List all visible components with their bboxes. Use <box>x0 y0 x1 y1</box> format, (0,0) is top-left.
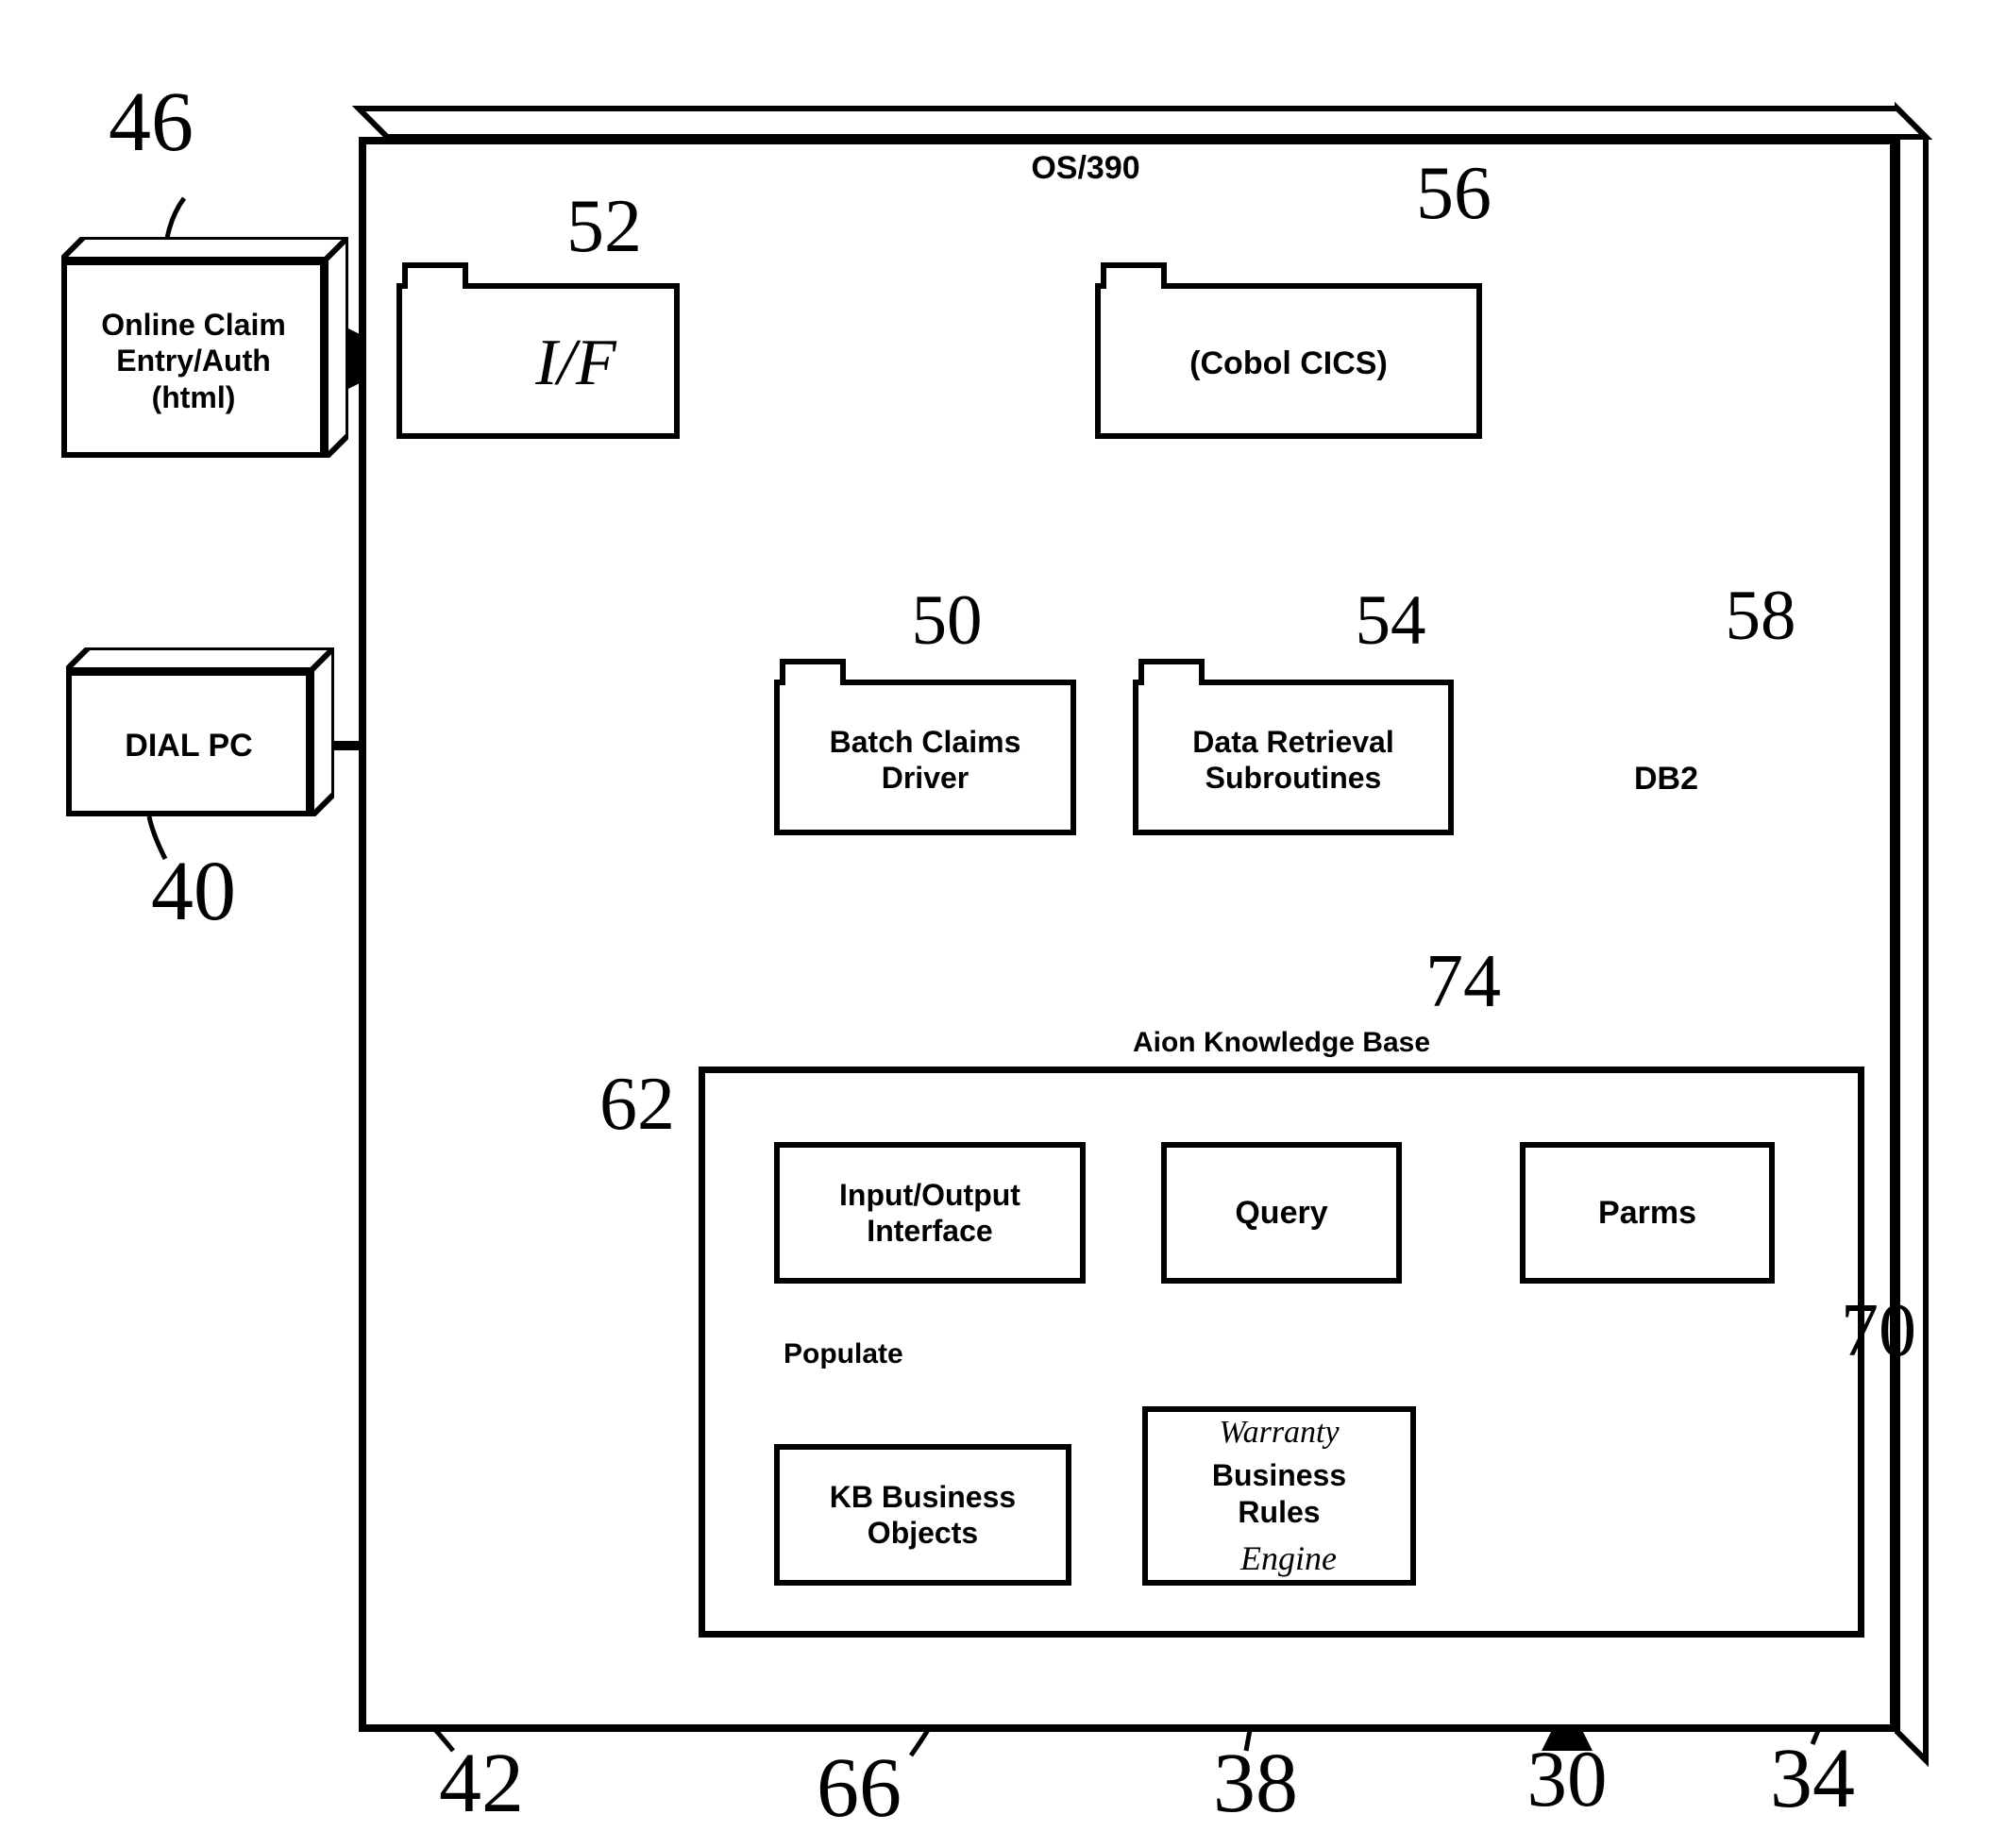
business-rules-label: Business Rules <box>1147 1449 1411 1538</box>
ref-66: 66 <box>798 1741 920 1836</box>
os390-title: OS/390 <box>944 149 1227 187</box>
db2-label: DB2 <box>1586 750 1746 807</box>
dial-pc-label: DIAL PC <box>71 694 307 798</box>
ref-58: 58 <box>1709 580 1812 651</box>
cobol-label: (Cobol CICS) <box>1100 297 1477 429</box>
data-retrieval-label: Data Retrieval Subroutines <box>1138 694 1449 826</box>
kb-objects-label: KB Business Objects <box>779 1458 1067 1571</box>
engine-overlay: Engine <box>1180 1540 1397 1578</box>
ref-34: 34 <box>1751 1732 1874 1826</box>
ref-30: 30 <box>1510 1737 1624 1822</box>
ref-42: 42 <box>420 1737 543 1831</box>
warranty-overlay: Warranty <box>1156 1414 1402 1452</box>
ref-52: 52 <box>548 189 661 264</box>
ref-70: 70 <box>1822 1293 1935 1369</box>
ref-62: 62 <box>581 1067 694 1142</box>
query-label: Query <box>1166 1156 1397 1269</box>
ref-46: 46 <box>85 76 217 170</box>
ref-74: 74 <box>1407 944 1520 1019</box>
online-claim-label: Online Claim Entry/Auth (html) <box>66 274 321 448</box>
if-label: I/F <box>472 311 680 415</box>
io-interface-label: Input/Output Interface <box>779 1151 1081 1274</box>
parms-label: Parms <box>1525 1156 1770 1269</box>
ref-50: 50 <box>895 585 999 656</box>
diagram-canvas: OS/390 Online Claim Entry/Auth (html) DI… <box>0 0 2006 1848</box>
ref-40: 40 <box>132 845 255 939</box>
ref-54: 54 <box>1339 585 1442 656</box>
kb-frame-title: Aion Knowledge Base <box>699 1024 1864 1062</box>
ref-56: 56 <box>1392 156 1515 231</box>
ref-38: 38 <box>1194 1737 1317 1831</box>
batch-label: Batch Claims Driver <box>779 694 1071 826</box>
populate-label: Populate <box>784 1336 935 1373</box>
